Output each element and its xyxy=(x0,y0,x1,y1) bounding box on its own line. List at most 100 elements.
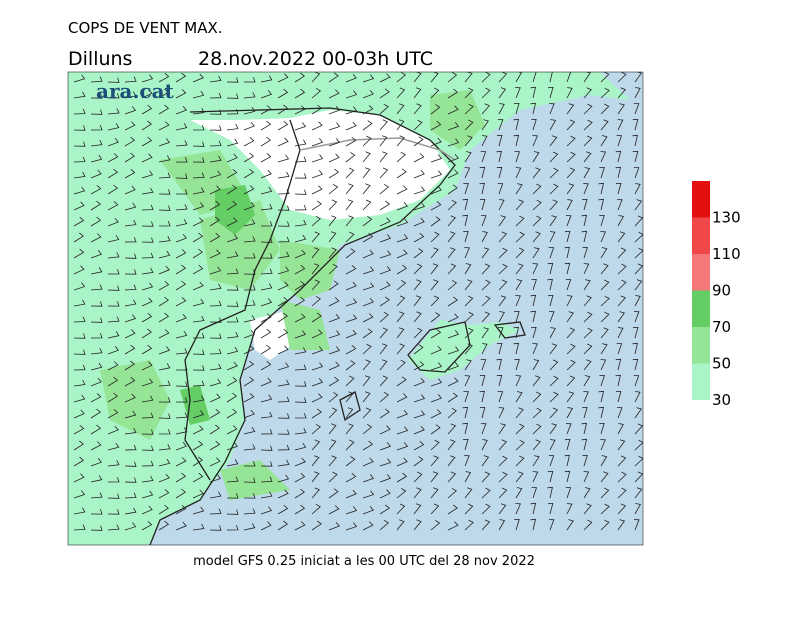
wind-barb xyxy=(328,488,339,499)
wind-barb xyxy=(158,380,171,387)
wind-barb xyxy=(479,166,486,179)
wind-barb xyxy=(566,311,574,323)
wind-barb xyxy=(226,268,239,275)
wind-barb xyxy=(634,263,643,275)
wind-barb xyxy=(294,397,307,403)
wind-barb xyxy=(260,361,272,371)
wind-barb xyxy=(175,381,188,387)
wind-barb xyxy=(244,285,256,291)
land-calm xyxy=(190,110,450,220)
wind-barb xyxy=(73,299,86,307)
wind-barb xyxy=(362,440,374,451)
wind-barb xyxy=(566,183,575,195)
wind-barb xyxy=(549,423,558,435)
legend-swatch xyxy=(692,217,710,254)
wind-barb xyxy=(192,73,204,83)
wind-barb xyxy=(107,493,120,499)
wind-barb xyxy=(244,253,256,259)
wind-barb xyxy=(464,343,473,355)
wind-barb xyxy=(192,157,205,163)
wind-barb xyxy=(90,348,103,355)
wind-barb xyxy=(124,461,137,467)
wind-barb xyxy=(379,519,389,531)
wind-barb xyxy=(600,359,607,371)
wind-barb xyxy=(277,137,289,147)
wind-barb xyxy=(362,474,375,483)
wind-barb xyxy=(345,522,358,531)
wind-barb xyxy=(447,407,457,419)
wind-barb xyxy=(226,234,239,243)
wind-barb xyxy=(226,123,239,131)
wind-barb xyxy=(158,220,171,227)
wind-barb xyxy=(260,298,273,307)
wind-barb xyxy=(73,125,86,131)
wind-barb xyxy=(107,201,119,211)
wind-barb xyxy=(379,250,392,259)
wind-barb xyxy=(598,390,605,403)
wind-barb xyxy=(532,247,540,259)
wind-barb xyxy=(430,471,439,483)
wind-barb xyxy=(515,391,523,403)
wind-barb xyxy=(90,267,103,275)
wind-barb xyxy=(345,215,354,227)
wind-barb xyxy=(73,524,86,531)
wind-barb xyxy=(430,362,443,371)
wind-barb xyxy=(547,278,553,291)
wind-barb xyxy=(379,217,391,227)
wind-barb xyxy=(566,375,576,387)
wind-barb xyxy=(243,315,256,323)
wind-barb xyxy=(226,200,238,211)
wind-barb xyxy=(479,198,486,211)
wind-barb xyxy=(430,170,443,179)
wind-barb xyxy=(345,423,354,435)
wind-barb xyxy=(379,425,391,435)
wind-barb xyxy=(463,391,469,403)
wind-barb xyxy=(294,234,307,243)
wind-barb xyxy=(141,136,153,147)
wind-barb xyxy=(464,87,474,99)
wind-barb xyxy=(362,490,375,499)
wind-barb xyxy=(513,342,520,355)
wind-barb xyxy=(600,519,610,531)
wind-barb xyxy=(462,214,469,227)
wind-barb xyxy=(617,263,627,275)
wind-barb xyxy=(158,189,171,195)
wind-barb xyxy=(464,103,474,115)
wind-barb xyxy=(141,89,153,99)
wind-barb xyxy=(226,332,239,339)
wind-barb xyxy=(260,75,273,83)
wind-barb xyxy=(345,473,357,483)
wind-barb xyxy=(345,152,356,163)
wind-barb xyxy=(158,205,171,211)
wind-barb xyxy=(634,295,641,307)
wind-barb xyxy=(497,119,504,131)
wind-barb xyxy=(532,135,538,147)
wind-barb xyxy=(547,72,553,83)
wind-barb xyxy=(583,295,592,307)
wind-barb xyxy=(141,395,154,403)
wind-barb xyxy=(175,140,188,147)
wind-barb xyxy=(90,169,102,179)
wind-barb xyxy=(243,185,255,195)
wind-barb xyxy=(141,361,153,371)
wind-barb xyxy=(530,86,537,99)
wind-barb xyxy=(464,471,472,483)
wind-barb xyxy=(243,269,256,275)
wind-barb xyxy=(107,137,119,147)
wind-barb xyxy=(497,327,504,339)
wind-barb xyxy=(345,391,354,403)
wind-barb xyxy=(430,72,439,83)
wind-barb xyxy=(124,121,136,131)
wind-barb xyxy=(464,151,472,163)
wind-barb xyxy=(362,359,371,371)
wind-barb xyxy=(600,247,608,259)
wind-barb xyxy=(583,183,589,195)
wind-barb xyxy=(362,282,375,291)
wind-barb xyxy=(549,167,559,179)
wind-barb xyxy=(124,492,137,499)
wind-barb xyxy=(481,279,491,291)
wind-barb xyxy=(362,343,372,355)
wind-barb xyxy=(634,423,643,435)
wind-barb xyxy=(158,346,171,355)
wind-barb xyxy=(531,119,537,131)
